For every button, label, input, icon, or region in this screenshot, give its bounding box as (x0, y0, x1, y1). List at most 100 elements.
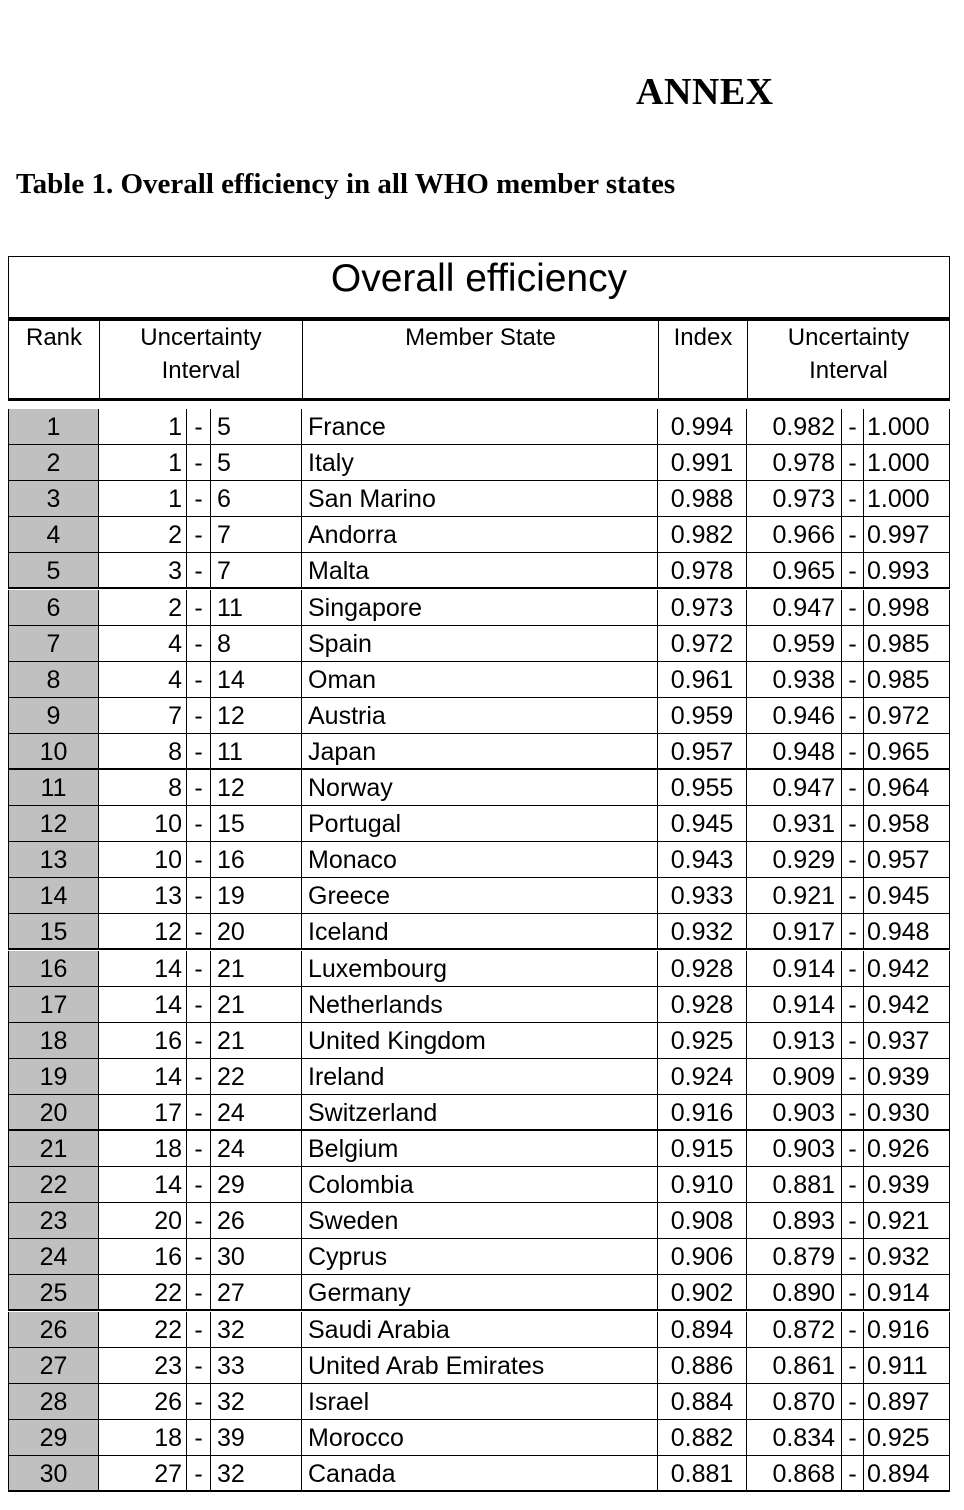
index-interval-high: 0.930 (864, 1094, 950, 1129)
rank-interval-dash: - (187, 1058, 211, 1094)
index-interval-low: 0.965 (747, 553, 842, 588)
member-state-cell: Japan (302, 733, 658, 768)
index-cell: 0.928 (658, 950, 747, 986)
index-interval-dash: - (842, 878, 864, 914)
rank-interval-dash: - (187, 1131, 211, 1166)
index-interval-dash: - (842, 517, 864, 553)
rank-interval-high: 6 (211, 481, 302, 517)
index-cell: 0.894 (658, 1311, 747, 1347)
index-interval-dash: - (842, 1239, 864, 1275)
rank-interval-high: 14 (211, 661, 302, 697)
index-interval-high: 0.985 (864, 661, 950, 697)
rank-cell: 15 (8, 914, 99, 949)
member-state-cell: Sweden (302, 1203, 658, 1239)
member-state-cell: Monaco (302, 842, 658, 878)
index-interval-low: 0.921 (747, 878, 842, 914)
index-interval-dash: - (842, 1167, 864, 1203)
index-cell: 0.994 (658, 409, 747, 444)
rank-interval-dash: - (187, 1239, 211, 1275)
rank-interval-dash: - (187, 1094, 211, 1129)
rank-interval-dash: - (187, 553, 211, 588)
index-interval-high: 0.926 (864, 1131, 950, 1166)
rank-interval-low: 17 (99, 1094, 187, 1129)
rank-interval-high: 39 (211, 1419, 302, 1455)
index-interval-low: 0.909 (747, 1058, 842, 1094)
rank-interval-high: 12 (211, 697, 302, 733)
table-row: 18 16-21 United Kingdom 0.925 0.913-0.937 (8, 1022, 950, 1059)
rank-interval-dash: - (187, 914, 211, 949)
index-interval-dash: - (842, 986, 864, 1022)
index-interval-high: 0.985 (864, 625, 950, 661)
index-interval-low: 0.973 (747, 481, 842, 517)
rank-interval-dash: - (187, 445, 211, 481)
member-state-cell: San Marino (302, 481, 658, 517)
rank-interval-high: 22 (211, 1058, 302, 1094)
header-divider (8, 398, 950, 401)
member-state-cell: Morocco (302, 1419, 658, 1455)
table-row: 26 22-32 Saudi Arabia 0.894 0.872-0.916 (8, 1311, 950, 1348)
table-row: 12 10-15 Portugal 0.945 0.931-0.958 (8, 806, 950, 843)
rank-cell: 24 (8, 1239, 99, 1275)
rank-interval-low: 10 (99, 806, 187, 842)
rank-interval-dash: - (187, 1419, 211, 1455)
table-row: 1 1-5 France 0.994 0.982-1.000 (8, 409, 950, 445)
index-interval-dash: - (842, 733, 864, 768)
index-interval-high: 0.993 (864, 553, 950, 588)
rank-interval-high: 29 (211, 1167, 302, 1203)
rank-cell: 1 (8, 409, 99, 444)
rank-interval-high: 24 (211, 1094, 302, 1129)
table-row: 30 27-32 Canada 0.881 0.868-0.894 (8, 1455, 950, 1492)
index-cell: 0.959 (658, 697, 747, 733)
table-row: 5 3-7 Malta 0.978 0.965-0.993 (8, 553, 950, 590)
rank-interval-dash: - (187, 517, 211, 553)
table-row: 15 12-20 Iceland 0.932 0.917-0.948 (8, 914, 950, 951)
rank-interval-low: 10 (99, 842, 187, 878)
index-interval-low: 0.946 (747, 697, 842, 733)
index-interval-low: 0.929 (747, 842, 842, 878)
rank-interval-low: 3 (99, 553, 187, 588)
member-state-cell: Cyprus (302, 1239, 658, 1275)
member-state-cell: Belgium (302, 1131, 658, 1166)
index-interval-high: 0.937 (864, 1022, 950, 1058)
rank-interval-low: 12 (99, 914, 187, 949)
rank-interval-dash: - (187, 842, 211, 878)
rank-cell: 25 (8, 1275, 99, 1310)
table-row: 22 14-29 Colombia 0.910 0.881-0.939 (8, 1167, 950, 1204)
rank-cell: 26 (8, 1311, 99, 1347)
rank-interval-low: 8 (99, 770, 187, 805)
member-state-cell: Malta (302, 553, 658, 588)
rank-cell: 23 (8, 1203, 99, 1239)
index-interval-dash: - (842, 481, 864, 517)
rank-interval-high: 11 (211, 733, 302, 768)
table-row: 24 16-30 Cyprus 0.906 0.879-0.932 (8, 1239, 950, 1276)
index-interval-dash: - (842, 1094, 864, 1129)
index-interval-high: 0.945 (864, 878, 950, 914)
table-row: 11 8-12 Norway 0.955 0.947-0.964 (8, 770, 950, 806)
index-interval-low: 0.931 (747, 806, 842, 842)
rank-interval-low: 14 (99, 1167, 187, 1203)
rank-interval-high: 12 (211, 770, 302, 805)
index-interval-high: 0.998 (864, 589, 950, 625)
index-cell: 0.978 (658, 553, 747, 588)
table-row: 28 26-32 Israel 0.884 0.870-0.897 (8, 1383, 950, 1420)
rank-interval-dash: - (187, 806, 211, 842)
table-row: 4 2-7 Andorra 0.982 0.966-0.997 (8, 517, 950, 554)
rank-cell: 10 (8, 733, 99, 768)
table-row: 13 10-16 Monaco 0.943 0.929-0.957 (8, 842, 950, 879)
member-state-cell: Austria (302, 697, 658, 733)
rank-cell: 21 (8, 1131, 99, 1166)
index-cell: 0.943 (658, 842, 747, 878)
index-cell: 0.945 (658, 806, 747, 842)
rank-interval-low: 26 (99, 1383, 187, 1419)
index-interval-low: 0.948 (747, 733, 842, 768)
rank-cell: 22 (8, 1167, 99, 1203)
index-interval-dash: - (842, 661, 864, 697)
table-caption: Table 1. Overall efficiency in all WHO m… (16, 168, 676, 200)
index-cell: 0.902 (658, 1275, 747, 1310)
table-row: 9 7-12 Austria 0.959 0.946-0.972 (8, 697, 950, 734)
index-interval-high: 1.000 (864, 445, 950, 481)
index-interval-dash: - (842, 697, 864, 733)
rank-interval-dash: - (187, 1383, 211, 1419)
rank-cell: 4 (8, 517, 99, 553)
index-cell: 0.928 (658, 986, 747, 1022)
